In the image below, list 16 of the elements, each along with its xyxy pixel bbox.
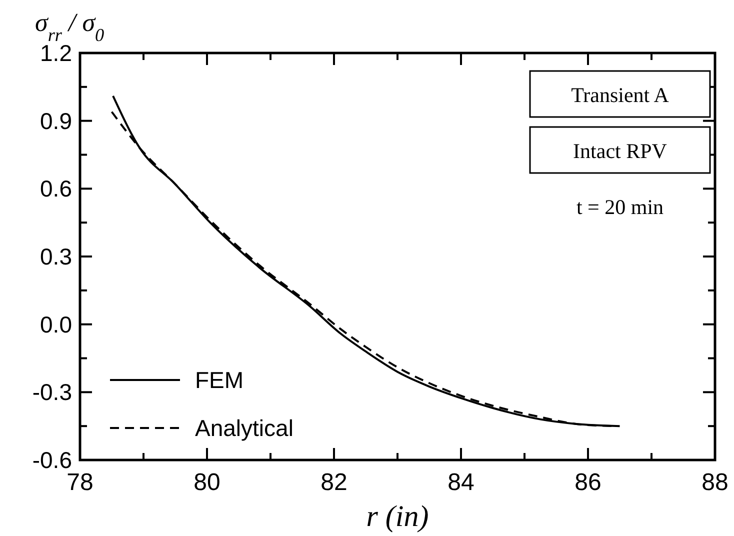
- y-tick-label: 0.6: [40, 176, 72, 202]
- legend-label: FEM: [195, 367, 244, 393]
- annotation: Transient A: [571, 83, 670, 107]
- x-tick-label: 84: [448, 469, 474, 496]
- legend-label: Analytical: [195, 415, 294, 441]
- x-tick-label: 82: [320, 469, 348, 496]
- y-tick-label: 0.0: [40, 311, 72, 338]
- x-tick-label: 86: [574, 469, 602, 496]
- y-tick-label: 0.3: [40, 244, 72, 270]
- annotation: Intact RPV: [573, 139, 667, 163]
- x-tick-label: 80: [194, 469, 220, 496]
- annotation: t = 20 min: [576, 195, 664, 219]
- y-tick-label: -0.3: [32, 379, 72, 406]
- x-axis-title: r (in): [366, 500, 429, 533]
- x-tick-label: 88: [702, 469, 728, 496]
- y-tick-label: 0.9: [40, 108, 72, 134]
